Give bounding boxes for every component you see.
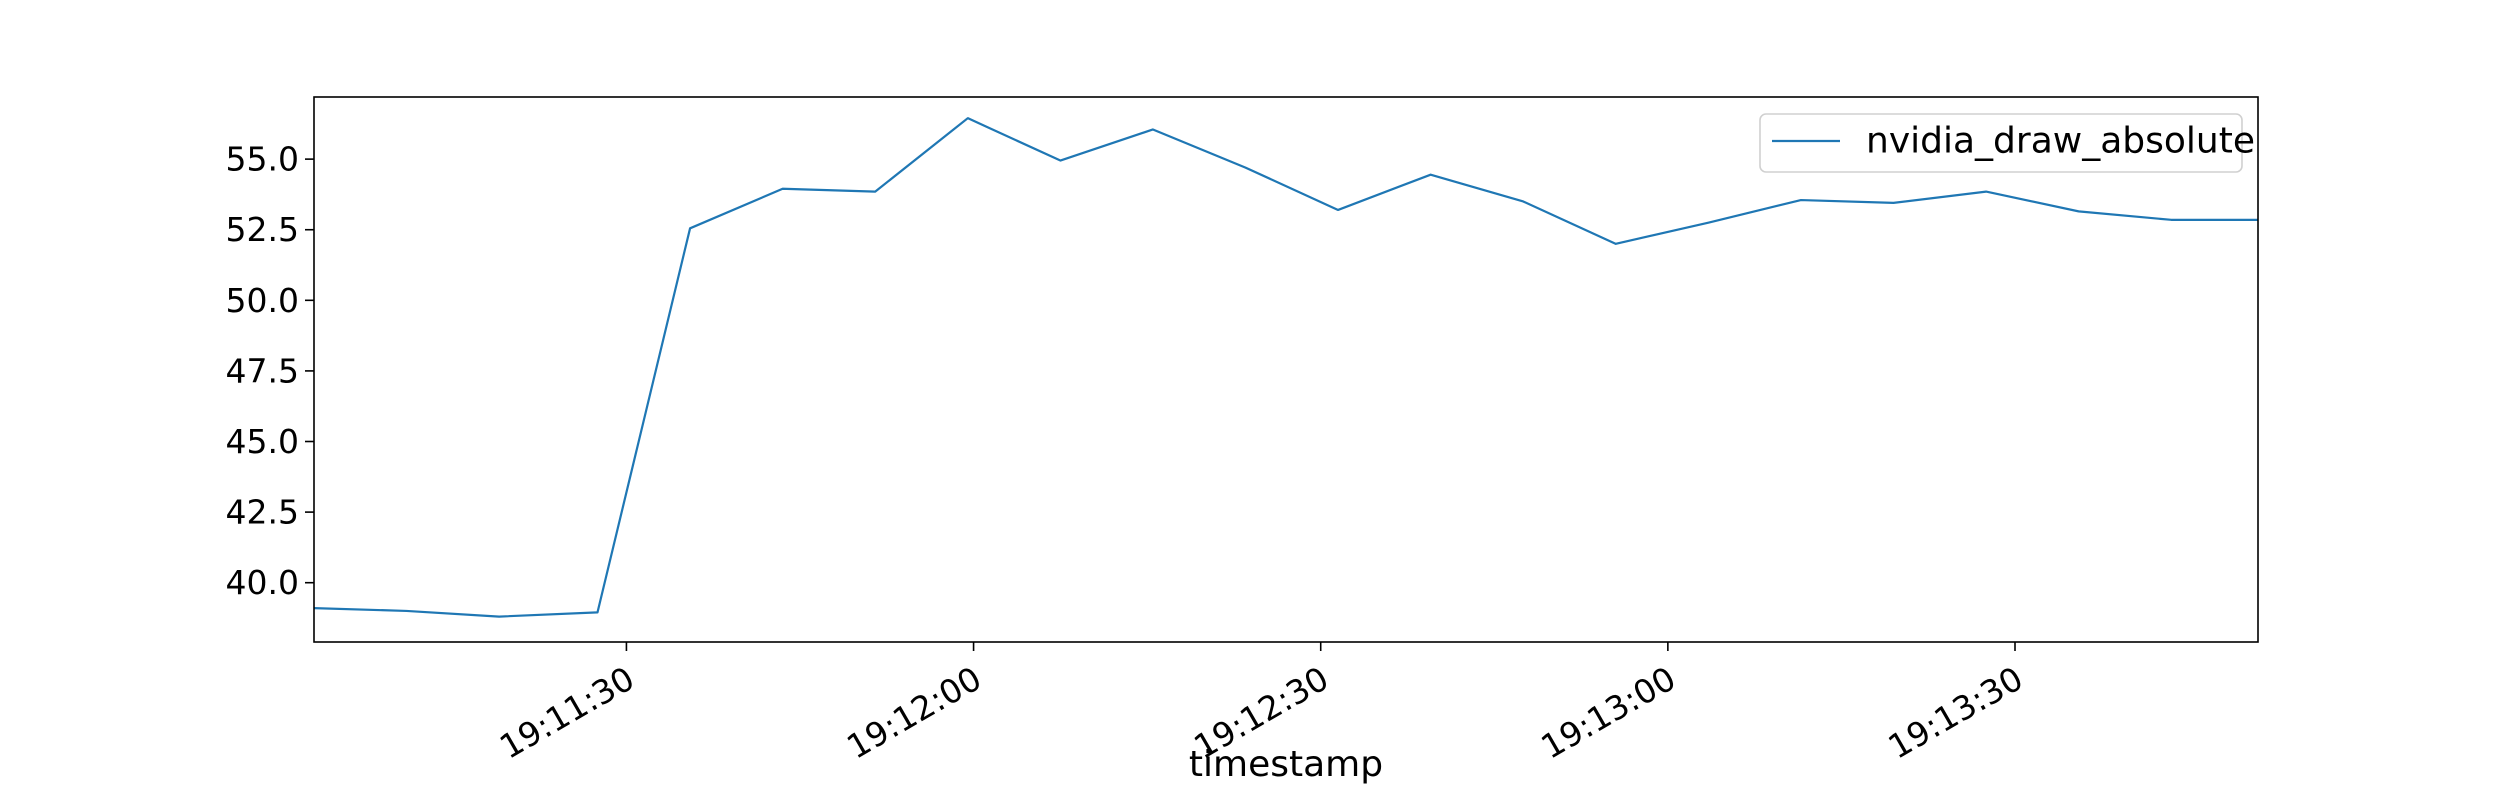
y-tick-label: 52.5 bbox=[226, 210, 299, 249]
axes-frame bbox=[313, 96, 2259, 643]
legend-box bbox=[1759, 113, 2243, 173]
x-tick-label: 19:13:30 bbox=[1882, 659, 2030, 767]
x-tick-label: 19:12:00 bbox=[840, 659, 988, 767]
legend-entry-nvidia-draw-absolute: nvidia_draw_absolute bbox=[1866, 121, 2255, 162]
y-tick-label: 42.5 bbox=[226, 493, 299, 532]
x-axis-label: timestamp bbox=[1189, 744, 1383, 785]
y-tick-label: 45.0 bbox=[226, 422, 299, 461]
legend: nvidia_draw_absolute bbox=[1759, 113, 2255, 173]
y-tick-label: 50.0 bbox=[226, 281, 299, 320]
x-tick-label: 19:11:30 bbox=[493, 659, 641, 767]
y-tick-label: 40.0 bbox=[226, 563, 299, 602]
y-axis: 40.0 42.5 45.0 47.5 50.0 52.5 55.0 bbox=[226, 140, 314, 602]
plot-area bbox=[313, 117, 2258, 618]
x-tick-label: 19:13:00 bbox=[1534, 659, 1682, 767]
series-line-nvidia-draw-absolute bbox=[313, 117, 2258, 618]
y-tick-label: 47.5 bbox=[226, 351, 299, 390]
y-tick-label: 55.0 bbox=[226, 140, 299, 179]
